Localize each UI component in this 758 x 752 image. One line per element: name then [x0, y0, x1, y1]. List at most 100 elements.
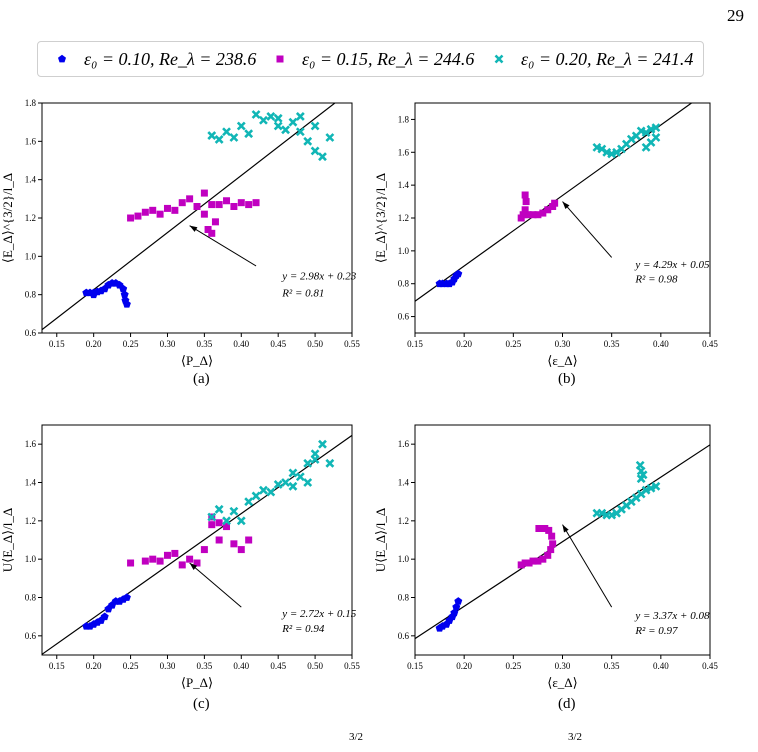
- data-point: [295, 111, 305, 121]
- data-point: [273, 479, 283, 489]
- x-tick-label: 0.45: [270, 339, 286, 349]
- x-tick-label: 0.20: [456, 339, 472, 349]
- series-pentagon: [82, 279, 131, 308]
- data-point: [193, 203, 201, 210]
- fit-equation: y = 2.98x + 0.23: [281, 271, 357, 283]
- fit-line: [415, 103, 693, 302]
- data-point: [208, 521, 216, 529]
- data-point: [122, 300, 131, 308]
- data-point: [452, 602, 461, 611]
- page-number: 29: [727, 6, 744, 25]
- data-point: [236, 121, 246, 131]
- data-point: [208, 201, 216, 209]
- data-point: [119, 284, 128, 293]
- fit-r-squared: R² = 0.94: [281, 623, 325, 635]
- data-point: [549, 540, 557, 548]
- y-tick-label: 1.6: [398, 439, 410, 449]
- data-point: [229, 133, 239, 142]
- annotation-arrow: [562, 524, 613, 608]
- legend: ε₀ = 0.10, Re_λ = 238.6 ε₀ = 0.15, Re_λ =…: [37, 41, 704, 77]
- x-tick-label: 0.45: [702, 339, 718, 349]
- data-point: [230, 540, 238, 548]
- data-point: [122, 593, 131, 601]
- y-tick-label: 1.4: [25, 175, 37, 185]
- series-square: [127, 189, 260, 237]
- data-point: [651, 133, 661, 142]
- data-point: [310, 146, 320, 156]
- y-axis-label: U⟨E_Δ⟩/l_Δ: [373, 508, 388, 572]
- data-point: [237, 546, 245, 554]
- x-tick-label: 0.30: [160, 661, 176, 671]
- series-x: [207, 439, 335, 526]
- series-pentagon: [435, 269, 463, 288]
- data-point: [638, 470, 648, 480]
- panel-caption: (d): [558, 696, 576, 712]
- chart-panel-a: 0.15 0.20 0.25 0.30 0.35 0.40 0.45 0.50 0.55 0.6 0…: [0, 98, 360, 368]
- data-point: [521, 206, 529, 214]
- data-point: [273, 113, 283, 123]
- footer-caption-fragment: 3/2 3/2: [0, 731, 758, 752]
- data-point: [318, 439, 327, 449]
- data-point: [252, 199, 260, 207]
- data-point: [534, 211, 542, 219]
- data-point: [204, 226, 212, 233]
- y-tick-label: 1.6: [25, 439, 37, 449]
- data-point: [89, 290, 98, 299]
- fit-r-squared: R² = 0.97: [634, 625, 678, 637]
- x-tick-label: 0.25: [123, 661, 139, 671]
- annotation-arrow: [189, 562, 242, 608]
- data-point: [223, 197, 231, 205]
- chart-plot-b: 0.15 0.20 0.25 0.30 0.35 0.40 0.45 0.6 0.8 1.0 1.2…: [373, 102, 718, 368]
- legend-entry: ε₀ = 0.15, Re_λ = 244.6: [274, 42, 474, 76]
- x-tick-label: 0.15: [49, 339, 65, 349]
- panel-caption: (b): [558, 371, 576, 387]
- x-tick-label: 0.35: [604, 661, 620, 671]
- x-tick-label: 0.25: [505, 339, 521, 349]
- annotation-arrowhead: [562, 524, 569, 533]
- data-point: [310, 455, 320, 464]
- data-point: [547, 546, 555, 554]
- x-tick-label: 0.30: [555, 339, 571, 349]
- y-tick-label: 1.0: [398, 554, 410, 564]
- y-tick-label: 0.8: [398, 593, 410, 603]
- data-point: [545, 526, 553, 534]
- legend-label: ε₀ = 0.15, Re_λ = 244.6: [302, 48, 475, 69]
- data-point: [222, 127, 231, 137]
- data-point: [186, 195, 194, 203]
- y-tick-label: 0.8: [25, 593, 37, 603]
- chart-plot-a: 0.15 0.20 0.25 0.30 0.35 0.40 0.45 0.50 0.55 0.6 0…: [0, 98, 360, 368]
- x-tick-label: 0.45: [270, 661, 286, 671]
- y-tick-label: 1.2: [398, 213, 409, 223]
- data-point: [544, 206, 552, 214]
- chart-panel-d: 0.15 0.20 0.25 0.30 0.35 0.40 0.45 0.6 0.8 1.0 1.2…: [373, 424, 718, 690]
- series-x: [592, 460, 661, 520]
- data-point: [178, 199, 186, 207]
- data-point: [244, 129, 254, 139]
- legend-label: ε₀ = 0.10, Re_λ = 238.6: [84, 48, 257, 69]
- x-tick-label: 0.20: [86, 339, 102, 349]
- x-tick-label: 0.40: [233, 661, 249, 671]
- data-point: [141, 208, 149, 216]
- series-square: [517, 525, 557, 569]
- fit-r-squared: R² = 0.98: [634, 273, 678, 285]
- x-tick-label: 0.55: [344, 661, 360, 671]
- x-axis-label: ⟨ε_Δ⟩: [547, 675, 577, 690]
- y-tick-label: 0.8: [25, 290, 37, 300]
- panel-caption: (a): [193, 371, 210, 387]
- x-tick-label: 0.30: [555, 661, 571, 671]
- data-point: [200, 210, 208, 218]
- data-point: [215, 519, 223, 527]
- y-tick-label: 0.8: [398, 279, 410, 289]
- y-tick-label: 1.0: [398, 246, 410, 256]
- y-axis-label: U⟨E_Δ⟩/l_Δ: [0, 508, 15, 572]
- fit-line: [42, 434, 352, 655]
- data-point: [223, 523, 231, 531]
- data-point: [141, 557, 149, 565]
- data-point: [178, 561, 186, 569]
- data-point: [237, 199, 245, 207]
- data-point: [200, 546, 208, 554]
- data-point: [208, 229, 216, 237]
- data-point: [519, 211, 527, 219]
- y-tick-label: 1.2: [25, 516, 36, 526]
- data-point: [651, 481, 661, 491]
